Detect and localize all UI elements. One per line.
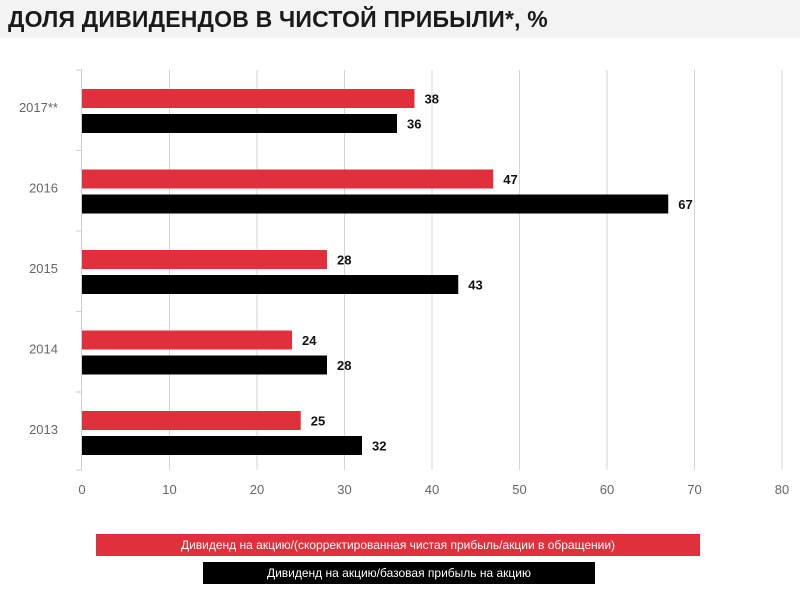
chart-title: ДОЛЯ ДИВИДЕНДОВ В ЧИСТОЙ ПРИБЫЛИ*, % — [8, 6, 548, 32]
x-tick-label: 70 — [687, 482, 701, 497]
x-tick-label: 40 — [425, 482, 439, 497]
data-label: 28 — [337, 358, 351, 373]
y-category-label: 2016 — [29, 181, 58, 196]
y-category-label: 2014 — [29, 342, 58, 357]
x-tick-label: 50 — [512, 482, 526, 497]
data-label: 43 — [468, 278, 482, 293]
bar-black — [82, 114, 397, 133]
bar-red — [82, 89, 415, 108]
data-label: 67 — [678, 197, 692, 212]
x-tick-label: 30 — [337, 482, 351, 497]
bar-black — [82, 194, 669, 214]
y-category-label: 2013 — [29, 422, 58, 437]
x-tick-label: 60 — [600, 482, 614, 497]
x-tick-label: 10 — [162, 482, 176, 497]
bar-black — [82, 436, 362, 455]
x-tick-label: 20 — [250, 482, 264, 497]
bar-red — [82, 169, 494, 189]
bar-red — [82, 250, 327, 269]
data-label: 47 — [503, 172, 517, 187]
legend-item-red: Дивиденд на акцию/(скорректированная чис… — [96, 534, 700, 556]
y-category-label: 2015 — [29, 261, 58, 276]
data-label: 28 — [337, 253, 351, 268]
legend-item-black: Дивиденд на акцию/базовая прибыль на акц… — [203, 562, 595, 584]
data-label: 32 — [372, 439, 386, 454]
y-category-label: 2017** — [19, 100, 58, 115]
data-label: 38 — [425, 92, 439, 107]
bar-red — [82, 330, 292, 350]
data-label: 36 — [407, 117, 421, 132]
data-label: 24 — [302, 333, 317, 348]
x-tick-label: 0 — [78, 482, 85, 497]
bar-black — [82, 355, 327, 375]
title-bar: ДОЛЯ ДИВИДЕНДОВ В ЧИСТОЙ ПРИБЫЛИ*, % — [0, 0, 800, 38]
data-label: 25 — [311, 414, 325, 429]
bar-red — [82, 411, 301, 430]
bar-black — [82, 275, 459, 294]
x-tick-label: 80 — [775, 482, 789, 497]
